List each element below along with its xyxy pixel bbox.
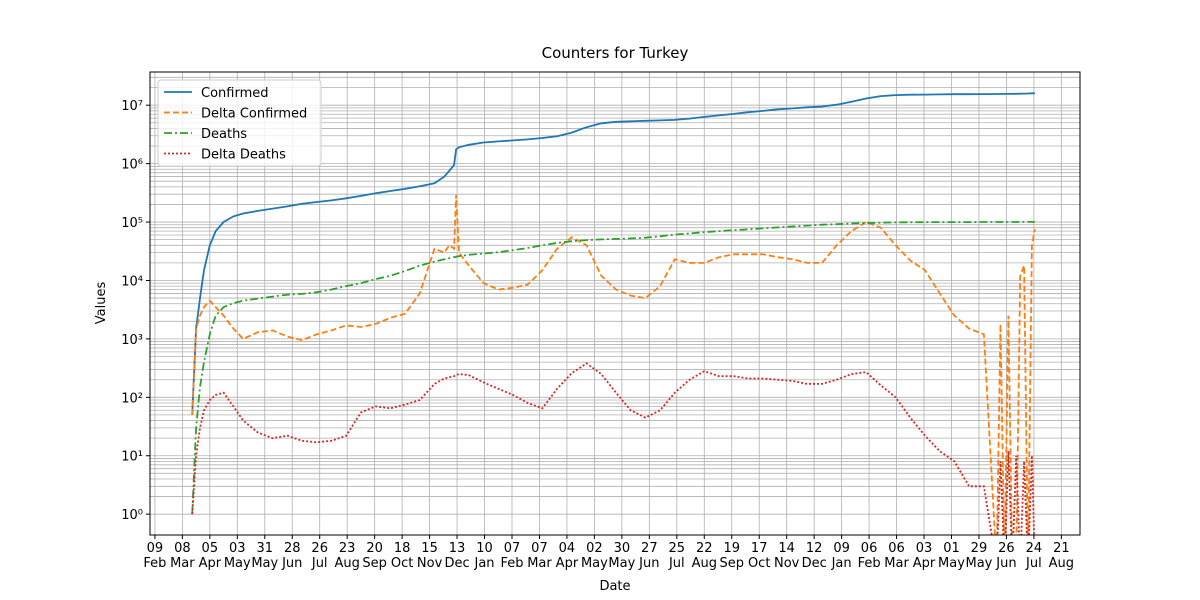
x-tick-label: 28 Jun (282, 541, 303, 571)
x-tick-label: 07 Feb (500, 541, 524, 571)
y-tick-label: 10¹ (121, 450, 143, 465)
x-tick-label: 09 Feb (143, 541, 167, 571)
x-tick-label: 03 Apr (912, 541, 936, 571)
x-tick-label: 08 Mar (170, 541, 195, 571)
legend-label: Delta Confirmed (201, 107, 307, 122)
y-tick-label: 10⁵ (121, 216, 143, 231)
x-tick-label: 27 Jun (639, 541, 660, 571)
x-tick-label: 18 Oct (390, 541, 414, 571)
legend-label: Deaths (201, 127, 247, 142)
x-axis-label: Date (599, 579, 630, 594)
x-tick-label: 05 Apr (198, 541, 222, 571)
series-line (191, 221, 1035, 515)
legend-box (157, 79, 322, 167)
x-tick-label: 29 May (965, 541, 993, 571)
legend-label: Delta Deaths (201, 148, 286, 163)
x-tick-label: 26 Jun (996, 541, 1017, 571)
legend-label: Confirmed (201, 86, 269, 101)
y-tick-label: 10⁷ (121, 99, 143, 114)
x-tick-label: 25 Jul (668, 541, 686, 571)
x-tick-label: 12 Dec (801, 541, 827, 571)
plot-lines (191, 92, 1036, 535)
series-line (191, 194, 1036, 535)
y-tick-label: 10² (121, 391, 143, 406)
series-line (191, 92, 1035, 415)
x-tick-label: 04 Apr (555, 541, 579, 571)
series-line (191, 362, 1035, 535)
x-tick-label: 02 May (580, 541, 608, 571)
x-tick-label: 09 Jan (831, 541, 852, 571)
x-tick-label: 31 May (251, 541, 279, 571)
x-tick-label: 06 Mar (884, 541, 909, 571)
x-tick-label: 23 Aug (334, 541, 360, 571)
x-tick-label: 21 Aug (1048, 541, 1075, 571)
x-tick-label: 19 Sep (719, 541, 744, 571)
y-tick-label: 10⁰ (121, 508, 143, 523)
x-tick-label: 30 May (608, 541, 636, 571)
x-tick-label: 07 Mar (527, 541, 552, 571)
x-tick-label: 24 Jul (1025, 541, 1043, 571)
x-tick-label: 15 Nov (416, 541, 443, 571)
x-tick-label: 20 Sep (362, 541, 387, 571)
x-tick-label: 17 Oct (747, 541, 771, 571)
x-tick-label: 06 Feb (857, 541, 881, 571)
x-tick-label: 22 Aug (691, 541, 717, 571)
plot-frame (149, 71, 1081, 536)
x-tick-label: 14 Nov (773, 541, 800, 571)
y-tick-label: 10⁴ (121, 274, 143, 289)
x-tick-label: 10 Jan (474, 541, 495, 571)
x-tick-label: 26 Jul (311, 541, 328, 571)
chart-title: Counters for Turkey (542, 44, 689, 62)
x-tick-label: 13 Dec (444, 541, 470, 571)
x-tick-label: 03 May (223, 541, 251, 571)
y-tick-label: 10³ (121, 333, 143, 348)
y-axis-label: Values (94, 282, 109, 325)
y-tick-label: 10⁶ (121, 158, 143, 173)
x-tick-label: 01 May (938, 541, 965, 571)
